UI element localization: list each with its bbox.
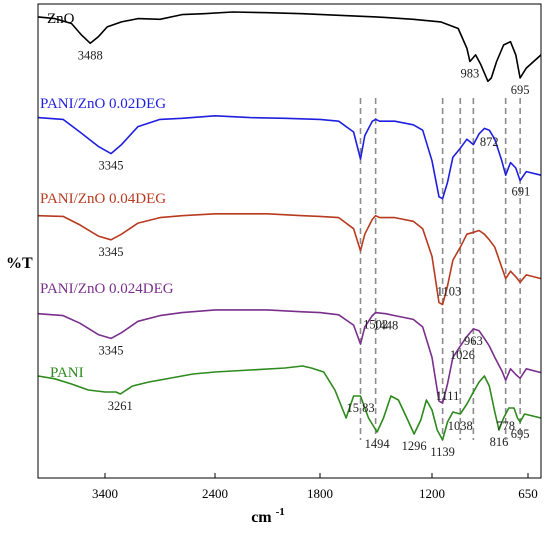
series-line-pani-zno-0-024deg	[37, 309, 542, 404]
peak-label-zno-695: 695	[511, 83, 530, 97]
series-label-zno: ZnO	[47, 11, 75, 27]
x-tick-label-1200: 1200	[419, 486, 445, 501]
peak-label-pani-816: 816	[490, 435, 509, 449]
peak-label-pani-778: 778	[496, 419, 515, 433]
peak-label-pani-zno-0-04deg-3345: 3345	[99, 245, 124, 259]
peak-label-pani-zno-0-024deg-1026: 1026	[450, 348, 475, 362]
peak-label-pani-1494: 1494	[365, 437, 391, 451]
peak-label-pani-zno-0-04deg-1103: 1103	[437, 284, 462, 298]
x-tick-label-2400: 2400	[202, 486, 228, 501]
peak-label-pani-1038: 1038	[448, 419, 473, 433]
peak-label-pani-zno-0-024deg-963: 963	[464, 334, 483, 348]
x-tick-label-1800: 1800	[307, 486, 333, 501]
plot-frame	[37, 3, 542, 479]
peak-label-pani-zno-0-024deg-1448: 1448	[373, 319, 398, 333]
peak-label-pani-zno-0-024deg-1502: 1502	[363, 318, 388, 332]
x-tick-label-3400: 3400	[92, 486, 118, 501]
peak-label-pani-1139: 1139	[430, 445, 455, 459]
peak-label-pani-1296: 1296	[402, 439, 427, 453]
peak-label-pani-zno-0-02deg-872: 872	[480, 135, 499, 149]
peak-label-pani-1583: 15 83	[346, 401, 374, 415]
y-axis-title: %T	[6, 255, 33, 272]
x-axis-title-superscript: -1	[276, 506, 285, 518]
series-line-pani-zno-0-04deg	[37, 213, 542, 306]
x-tick-label-650: 650	[518, 486, 538, 501]
x-axis-title: cm -1	[251, 506, 285, 526]
peak-label-pani-zno-0-024deg-3345: 3345	[99, 343, 124, 357]
peak-label-pani-695: 695	[511, 427, 530, 441]
peak-label-pani-zno-0-02deg-691: 691	[511, 185, 530, 199]
peak-label-pani-zno-0-02deg-3345: 3345	[99, 159, 124, 173]
series-label-pani-zno-0-024deg: PANI/ZnO 0.024DEG	[40, 281, 174, 297]
series-label-pani: PANI	[50, 365, 84, 381]
series-line-zno	[37, 11, 542, 83]
peak-label-zno-3488: 3488	[78, 48, 103, 62]
series-line-pani-zno-0-02deg	[37, 115, 542, 200]
series-label-pani-zno-0-02deg: PANI/ZnO 0.02DEG	[40, 96, 166, 112]
peak-label-pani-3261: 3261	[108, 399, 133, 413]
series-label-pani-zno-0-04deg: PANI/ZnO 0.04DEG	[40, 191, 166, 207]
peak-label-zno-983: 983	[461, 67, 480, 81]
series-line-pani	[37, 365, 542, 441]
peak-label-pani-zno-0-024deg-1111: 1111	[436, 389, 460, 403]
